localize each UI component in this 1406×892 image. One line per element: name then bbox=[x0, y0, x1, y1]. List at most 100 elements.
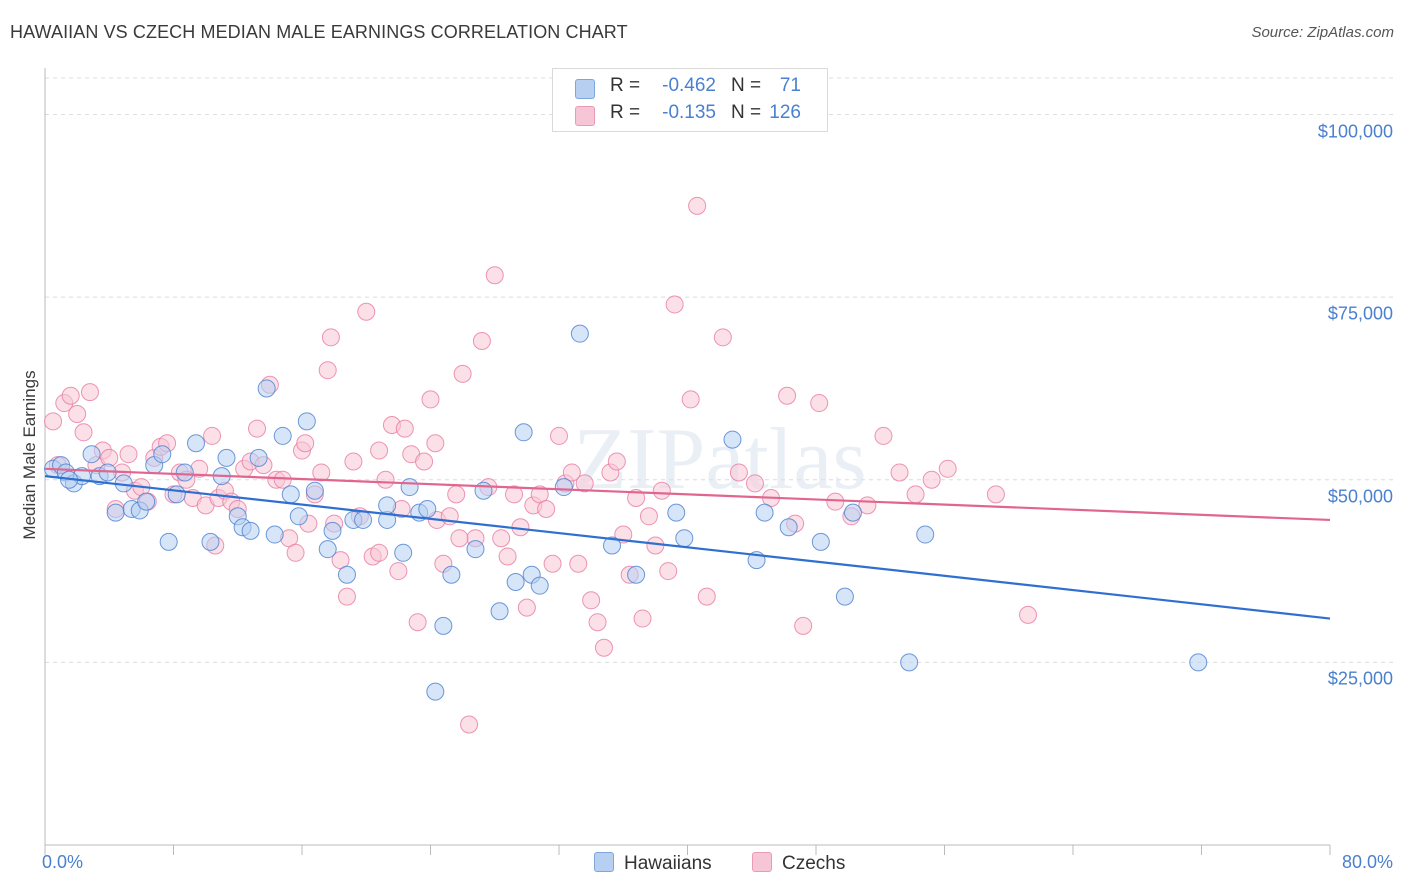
hawaiians-point bbox=[241, 521, 260, 540]
legend-hawaiians: Hawaiians bbox=[594, 852, 712, 875]
czechs-point bbox=[395, 419, 414, 438]
hawaiians-point bbox=[159, 532, 178, 551]
czechs-point bbox=[550, 426, 568, 445]
hawaiians-point bbox=[667, 503, 686, 522]
czechs-point bbox=[370, 441, 389, 460]
czechs-point bbox=[627, 489, 646, 508]
czechs-point bbox=[505, 485, 524, 504]
hawaiians-point bbox=[378, 496, 397, 515]
hawaiians-point bbox=[490, 602, 509, 621]
czechs-point bbox=[906, 485, 925, 504]
czechs-point bbox=[485, 266, 504, 285]
czechs-legend-swatch bbox=[752, 852, 772, 872]
legend-row-hawaiians: R = -0.462 N = 71 bbox=[553, 73, 827, 101]
hawaiians-point bbox=[514, 423, 533, 442]
hawaiians-point bbox=[106, 503, 125, 522]
czechs-point bbox=[594, 638, 613, 657]
hawaiians-point bbox=[755, 503, 774, 522]
czechs-point bbox=[874, 426, 893, 445]
czechs-point bbox=[357, 302, 376, 321]
n-label: N = bbox=[731, 102, 762, 123]
hawaiians-point bbox=[426, 682, 445, 701]
czechs-point bbox=[588, 613, 607, 632]
hawaiians-point bbox=[297, 412, 316, 431]
czechs-point bbox=[408, 613, 427, 632]
y-tick-label: $25,000 bbox=[1327, 668, 1393, 689]
czechs-point bbox=[68, 405, 87, 424]
czechs-point bbox=[370, 543, 389, 562]
czechs-point bbox=[938, 459, 957, 478]
czechs-point bbox=[633, 609, 652, 628]
trend-lines bbox=[44, 467, 1331, 620]
hawaiians-point bbox=[201, 532, 220, 551]
czechs-point bbox=[80, 383, 99, 402]
czechs-point bbox=[453, 364, 472, 383]
hawaiians-point bbox=[323, 521, 342, 540]
axes bbox=[44, 68, 1331, 855]
czechs-point bbox=[344, 452, 363, 471]
hawaiians-point bbox=[249, 448, 268, 467]
hawaiians-point bbox=[554, 478, 573, 497]
r-value: -0.462 bbox=[662, 75, 716, 96]
czechs-point bbox=[652, 481, 671, 500]
czechs-trend-line bbox=[44, 467, 1331, 522]
czechs-point bbox=[537, 499, 556, 518]
czechs-point bbox=[450, 529, 469, 548]
czechs-point bbox=[794, 616, 813, 635]
czechs-point bbox=[296, 434, 315, 453]
czechs-point bbox=[543, 554, 562, 573]
czechs-point bbox=[321, 328, 340, 347]
hawaiians-point bbox=[175, 463, 194, 482]
czechs-point bbox=[697, 587, 716, 606]
czechs-point bbox=[575, 474, 594, 493]
y-tick-label: $75,000 bbox=[1327, 303, 1393, 324]
n-value: 71 bbox=[779, 75, 801, 96]
czechs-point bbox=[745, 474, 764, 493]
czechs-point bbox=[248, 419, 267, 438]
czechs-point bbox=[44, 412, 63, 431]
hawaiians-point bbox=[1189, 653, 1208, 672]
czechs-point bbox=[569, 554, 588, 573]
czechs-point bbox=[659, 562, 678, 581]
czechs-point bbox=[607, 452, 626, 471]
czechs-point bbox=[286, 543, 305, 562]
source-label: Source: ZipAtlas.com bbox=[1251, 24, 1394, 41]
hawaiians-point bbox=[305, 481, 324, 500]
hawaiians-point bbox=[137, 492, 156, 511]
hawaiians-point bbox=[434, 616, 453, 635]
hawaiians-point bbox=[723, 430, 742, 449]
hawaiians-point bbox=[394, 543, 413, 562]
n-value: 126 bbox=[769, 102, 801, 123]
correlation-legend: R = -0.462 N = 71 R = -0.135 N = 126 bbox=[552, 68, 828, 132]
hawaiians-point bbox=[603, 536, 622, 555]
hawaiians-point bbox=[289, 507, 308, 526]
hawaiians-point bbox=[186, 434, 205, 453]
czechs-point bbox=[203, 426, 222, 445]
x-tick-max: 80.0% bbox=[1341, 852, 1393, 872]
czechs-point bbox=[562, 463, 581, 482]
hawaiians-point bbox=[400, 478, 419, 497]
czechs-point bbox=[447, 485, 466, 504]
czechs-point bbox=[890, 463, 909, 482]
hawaiians-swatch bbox=[575, 79, 595, 99]
hawaiians-point bbox=[217, 448, 236, 467]
czechs-point bbox=[582, 591, 601, 610]
czechs-point bbox=[778, 386, 797, 405]
czechs-point bbox=[119, 445, 138, 464]
hawaiians-point bbox=[265, 525, 284, 544]
grid-lines bbox=[45, 77, 1395, 663]
czechs-point bbox=[492, 529, 511, 548]
hawaiians-legend-swatch bbox=[594, 852, 614, 872]
r-value: -0.135 bbox=[662, 102, 716, 123]
hawaiians-point bbox=[779, 518, 798, 537]
hawaiians-point bbox=[570, 324, 589, 343]
czechs-point bbox=[713, 328, 732, 347]
hawaiians-point bbox=[318, 540, 337, 559]
hawaiians-point bbox=[442, 565, 461, 584]
czechs-point bbox=[986, 485, 1005, 504]
hawaiians-legend-label: Hawaiians bbox=[624, 853, 712, 874]
czechs-point bbox=[810, 394, 829, 413]
czechs-point bbox=[61, 386, 80, 405]
czechs-points bbox=[44, 196, 1038, 734]
